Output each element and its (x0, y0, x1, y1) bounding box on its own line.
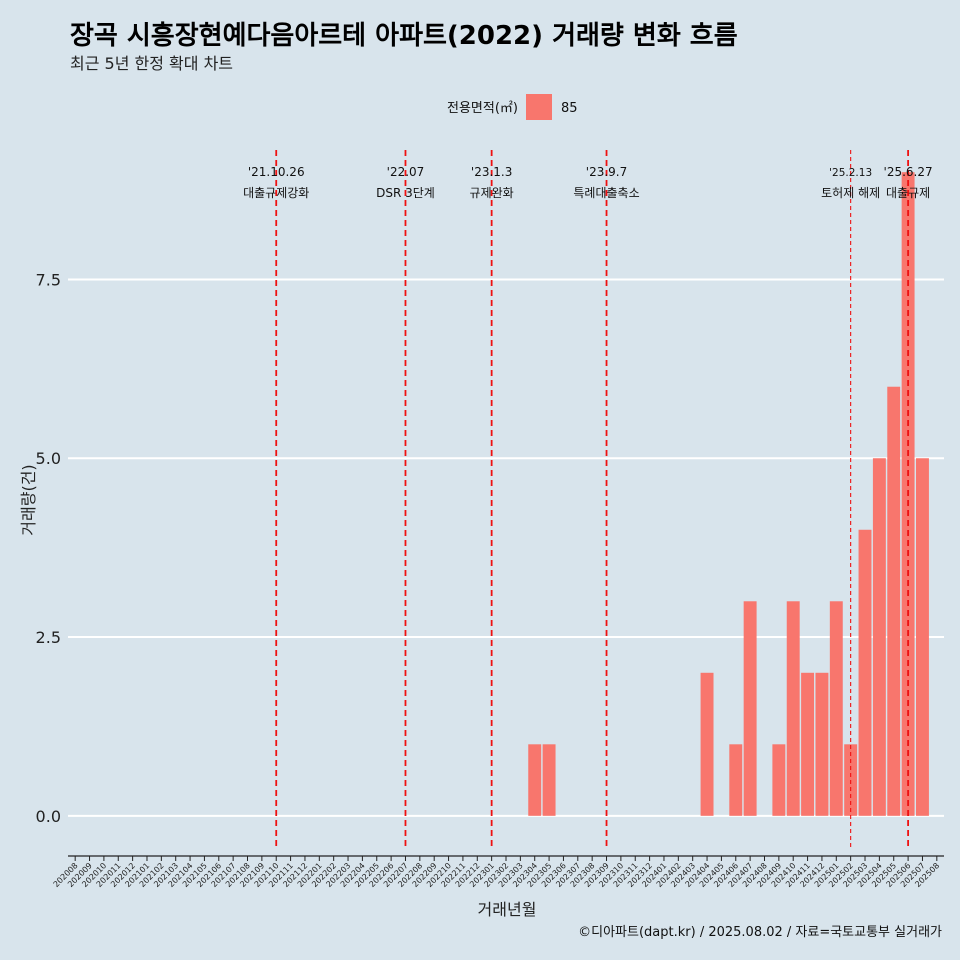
bar-202501 (829, 601, 843, 816)
event-date-label: '21.10.26 (248, 165, 305, 179)
bar-202504 (872, 458, 886, 816)
legend-key-85 (526, 94, 552, 120)
event-name-label: 토허제 해제 (821, 186, 880, 200)
bar-202507 (915, 458, 929, 816)
bar-202407 (743, 601, 757, 816)
bar-202503 (858, 529, 872, 816)
y-tick-label: 7.5 (36, 270, 61, 289)
legend-label-85: 85 (561, 101, 578, 116)
y-axis-title: 거래량(건) (19, 464, 38, 535)
event-name-label: 특례대출축소 (573, 186, 639, 200)
event-name-label: 규제완화 (470, 186, 514, 200)
bars (528, 172, 929, 816)
bar-202304 (528, 744, 542, 816)
event-date-label: '25.6.27 (884, 165, 933, 179)
event-lines: '21.10.26 대출규제강화 '22.07 DSR 3단계 '23.1.3 규제완화 '… (243, 150, 933, 848)
bar-202406 (729, 744, 743, 816)
x-axis-title: 거래년월 (478, 900, 537, 919)
chart-title: 장곡 시흥장현예다음아르테 아파트(2022) 거래량 변화 흐름 (70, 21, 738, 51)
x-axis: 2020082020092020102020112020122021012021… (52, 855, 944, 889)
y-tick-label: 5.0 (36, 449, 61, 468)
event-name-label: 대출규제 (886, 186, 930, 200)
bar-202404 (700, 672, 714, 816)
bar-202410 (786, 601, 800, 816)
event-name-label: 대출규제강화 (243, 186, 309, 200)
y-axis: 0.0 2.5 5.0 7.5 (36, 270, 61, 825)
event-date-label: '25.2.13 (829, 167, 872, 179)
chart-subtitle: 최근 5년 한정 확대 차트 (70, 54, 233, 73)
legend-title: 전용면적(㎡) (447, 101, 518, 116)
bar-202412 (815, 672, 829, 816)
legend: 전용면적(㎡) 85 (447, 94, 578, 120)
bar-202305 (542, 744, 556, 816)
event-date-label: '22.07 (387, 165, 425, 179)
event-name-label: DSR 3단계 (376, 186, 435, 200)
bar-202505 (887, 386, 901, 816)
caption: ©디아파트(dapt.kr) / 2025.08.02 / 자료=국토교통부 실… (578, 925, 942, 940)
event-date-label: '23.1.3 (471, 165, 512, 179)
bar-202409 (772, 744, 786, 816)
event-date-label: '23.9.7 (586, 165, 627, 179)
bar-202411 (801, 672, 815, 816)
y-tick-label: 2.5 (36, 628, 61, 647)
y-tick-label: 0.0 (36, 807, 61, 826)
